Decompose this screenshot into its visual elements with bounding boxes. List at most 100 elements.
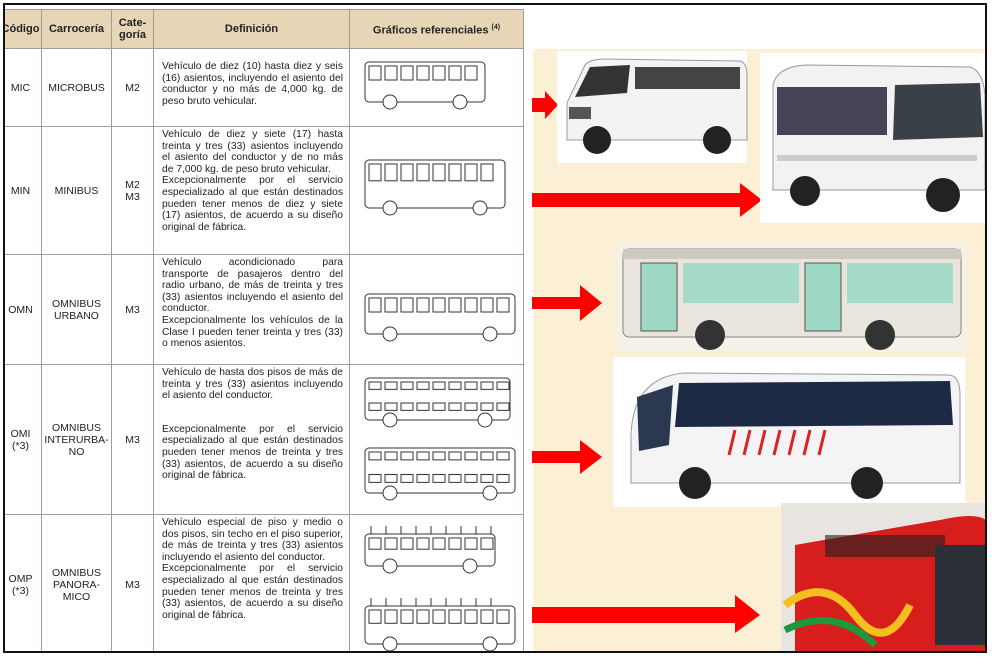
definition-paragraph: Vehículo de hasta dos pisos de más de tr… [162, 367, 343, 402]
window [384, 609, 397, 624]
window [416, 402, 429, 411]
definition-paragraph: Excepcionalmente por el servicio especia… [162, 563, 343, 621]
body-cell: OMNIBUS PANORA- MICO [41, 514, 112, 651]
window [432, 537, 445, 550]
wheel [462, 558, 477, 573]
wheel [382, 200, 397, 215]
window [448, 609, 461, 624]
vehicle-drawing [364, 377, 515, 500]
body-cell: MINIBUS [41, 126, 112, 255]
body-outline [364, 159, 505, 208]
window [384, 402, 397, 411]
window [368, 163, 381, 181]
body-outline [364, 605, 515, 644]
definition-cell: Vehículo acondicionado para transporte d… [153, 254, 350, 365]
category-cell: M3 [111, 364, 154, 515]
window [432, 163, 445, 181]
vehicle-drawing [364, 159, 505, 215]
category-cell: M2 M3 [111, 126, 154, 255]
window [464, 537, 477, 550]
window [416, 163, 429, 181]
arrows [532, 91, 762, 633]
graphics-cell [349, 254, 524, 365]
window [496, 381, 509, 390]
definition-paragraph: Vehículo de diez y siete (17) hasta trei… [162, 129, 343, 175]
window [448, 297, 461, 312]
window [448, 381, 461, 390]
body-outline [364, 447, 515, 493]
bus-drawing [364, 377, 510, 427]
header-cell: Definición [153, 9, 350, 49]
table-row: OMP (*3) OMNIBUS PANORA- MICO M3 Vehículo e… [5, 514, 524, 651]
arrow [532, 285, 602, 321]
window [384, 537, 397, 550]
window [368, 402, 381, 411]
arrow [532, 440, 602, 474]
vehicle-drawing [364, 525, 515, 651]
body-cell: OMNIBUS URBANO [41, 254, 112, 365]
definition-cell: Vehículo de diez y siete (17) hasta trei… [153, 126, 350, 255]
window [480, 402, 493, 411]
wheel [452, 94, 467, 109]
wheel [382, 636, 397, 651]
window [416, 65, 429, 80]
definition-cell: Vehículo de hasta dos pisos de más de tr… [153, 364, 350, 515]
window [464, 381, 477, 390]
graphics-cell [349, 364, 524, 515]
window [368, 65, 381, 80]
window [384, 381, 397, 390]
window [448, 473, 461, 483]
window [384, 65, 397, 80]
window [384, 297, 397, 312]
definition-cell: Vehículo especial de piso y medio o dos … [153, 514, 350, 651]
coach-photo [613, 357, 965, 507]
graphics-cell [349, 514, 524, 651]
window [384, 473, 397, 483]
header-note: (4) [491, 23, 501, 31]
window [400, 163, 413, 181]
window [448, 451, 461, 460]
definition-paragraph: Vehículo especial de piso y medio o dos … [162, 517, 343, 563]
definition-paragraph: Excepcionalmente por el servicio especia… [162, 423, 343, 482]
window [464, 65, 477, 80]
wheel [482, 636, 497, 651]
window [464, 609, 477, 624]
bus-drawing [364, 597, 515, 651]
header-cell: Código [5, 9, 42, 49]
window [432, 451, 445, 460]
window [480, 609, 493, 624]
vehicle-drawing [364, 61, 485, 109]
definition-paragraph: Excepcionalmente por el servicio especia… [162, 175, 343, 233]
table-row: OMN OMNIBUS URBANO M3 Vehículo acondicionad… [5, 254, 524, 365]
wheel [382, 558, 397, 573]
wheel [382, 326, 397, 341]
category-cell: M2 [111, 48, 154, 127]
body-outline [364, 61, 485, 102]
definition-cell: Vehículo de diez (10) hasta diez y seis … [153, 48, 350, 127]
window [496, 402, 509, 411]
window [416, 609, 429, 624]
window [480, 473, 493, 483]
bus-drawing [364, 61, 485, 109]
window [400, 537, 413, 550]
window [384, 163, 397, 181]
window [416, 537, 429, 550]
category-cell: M3 [111, 514, 154, 651]
window [464, 451, 477, 460]
definition-paragraph: Excepcionalmente los vehículos de la Cla… [162, 314, 343, 350]
window [400, 297, 413, 312]
wheel [382, 485, 397, 500]
code-cell: MIC [5, 48, 42, 127]
graphics-cell [349, 48, 524, 127]
window [400, 381, 413, 390]
window [384, 451, 397, 460]
minibus-photo [760, 53, 985, 223]
wheel [477, 412, 492, 427]
window [496, 473, 509, 483]
city-bus-photo [617, 243, 967, 351]
window [432, 402, 445, 411]
code-cell: OMP (*3) [5, 514, 42, 651]
window [400, 451, 413, 460]
body-cell: MICROBUS [41, 48, 112, 127]
